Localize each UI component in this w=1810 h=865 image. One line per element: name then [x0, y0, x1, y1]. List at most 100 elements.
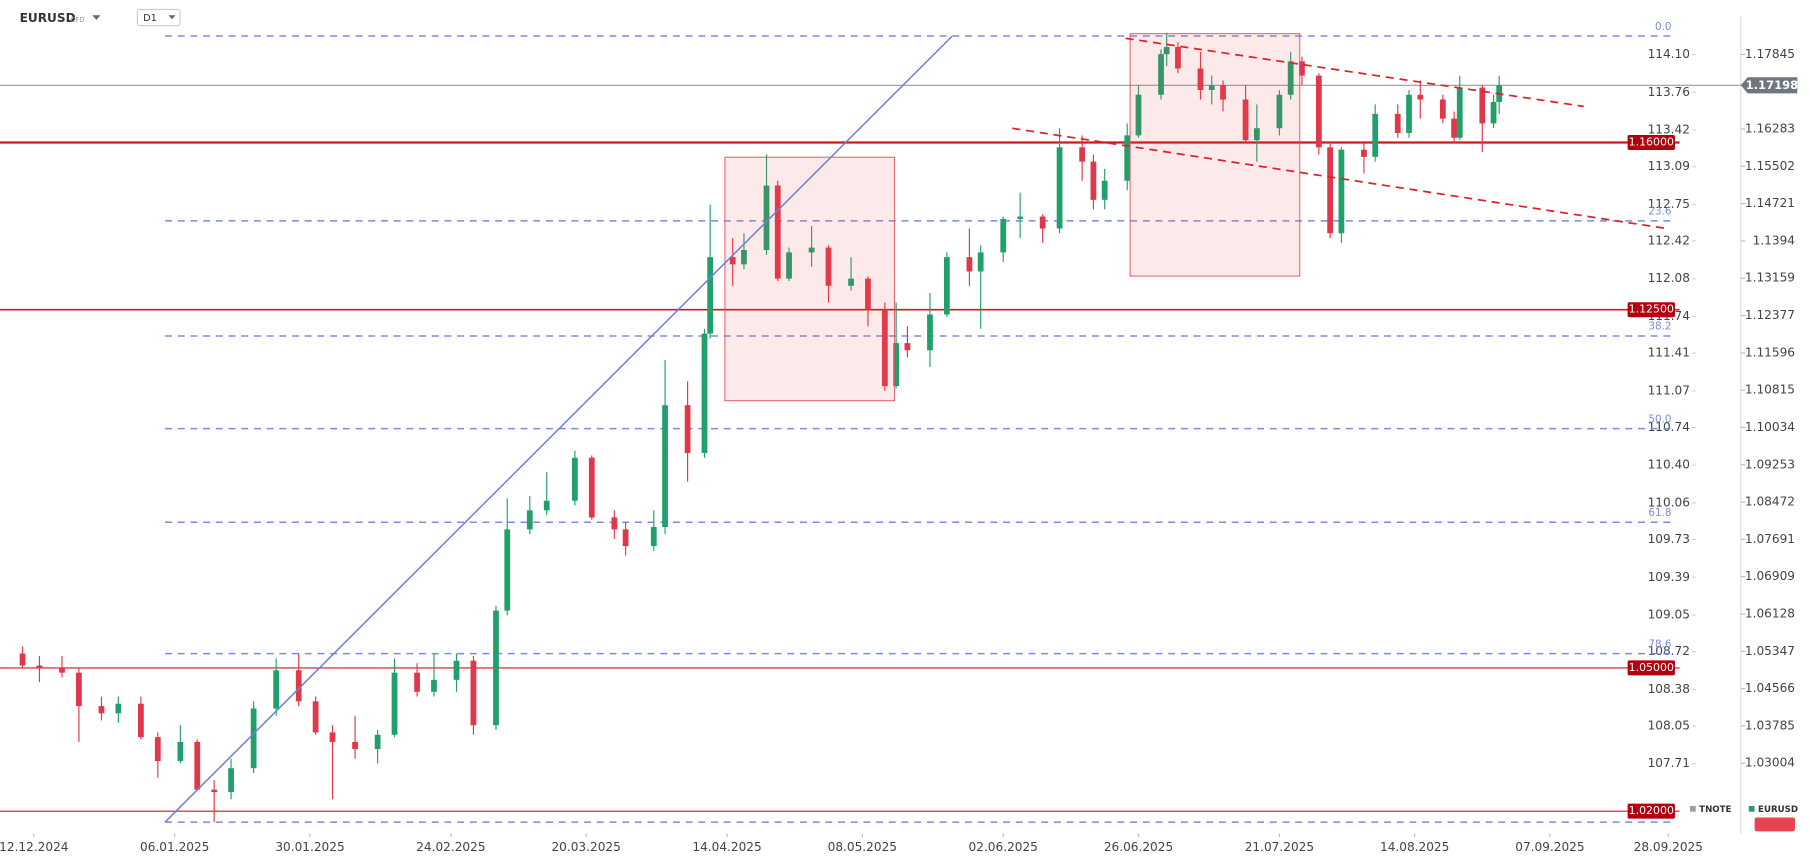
fib-label: 78.6: [1648, 638, 1671, 650]
instrument-type: CFD: [70, 16, 84, 24]
x-tick-label: 07.09.2025: [1515, 840, 1584, 854]
y-tick-label: 1.10815: [1745, 383, 1795, 397]
x-tick-label: 28.09.2025: [1634, 840, 1703, 854]
candle-body: [825, 247, 832, 286]
candle-body: [250, 708, 257, 769]
candle-body: [1299, 61, 1305, 76]
candle-body: [1439, 99, 1446, 119]
candle-body: [1372, 113, 1379, 157]
fib-label: 38.2: [1648, 321, 1671, 333]
level-tag: [1627, 660, 1675, 676]
candle-body: [1039, 216, 1046, 229]
timeframe: D1: [143, 13, 157, 24]
level-tag: [1627, 803, 1675, 819]
candle-body: [194, 741, 201, 790]
fib-label: 0.0: [1655, 21, 1672, 33]
y-tick-label: 1.04566: [1745, 681, 1795, 695]
x-tick-label: 14.08.2025: [1380, 840, 1449, 854]
symbol-dropdown[interactable]: [92, 15, 101, 20]
candle-body: [943, 257, 950, 315]
y2-tick-label: 111.07: [1648, 383, 1690, 397]
level-label: 1.16000: [1629, 136, 1674, 149]
y2-tick-label: 107.71: [1648, 756, 1690, 770]
candle-body: [1242, 99, 1249, 141]
candle-body: [1315, 75, 1322, 148]
candle-body: [431, 679, 437, 692]
y-tick-label: 1.17845: [1745, 47, 1795, 61]
candle-body: [19, 653, 26, 666]
legend-toggle[interactable]: [1754, 817, 1795, 832]
y-tick-label: 1.12377: [1745, 308, 1795, 322]
candle-body: [1406, 94, 1412, 133]
candle-body: [470, 660, 477, 726]
candle-body: [1338, 149, 1345, 234]
candle-body: [966, 257, 973, 272]
candle-body: [59, 667, 65, 673]
timeframe-dropdown: [168, 15, 176, 20]
candle-body: [1208, 85, 1215, 90]
y-tick-label: 1.13159: [1745, 271, 1795, 285]
x-tick-label: 14.04.2025: [692, 840, 761, 854]
x-tick-label: 30.01.2025: [275, 840, 344, 854]
candle-body: [701, 333, 708, 453]
y2-tick-label: 113.42: [1648, 123, 1690, 137]
symbol[interactable]: EURUSD: [20, 11, 76, 25]
candle-body: [504, 529, 511, 611]
candle-body: [1175, 47, 1181, 69]
candle-body: [138, 703, 144, 738]
y-tick-label: 1.06128: [1745, 607, 1795, 621]
candle-body: [1253, 128, 1260, 141]
current-price-label: 1.17198: [1746, 78, 1799, 92]
y2-tick-label: 109.39: [1648, 570, 1690, 584]
candle-body: [786, 252, 792, 279]
candle-body: [1451, 118, 1458, 138]
candle-body: [453, 660, 460, 680]
candle-body: [543, 500, 550, 511]
candle-body: [611, 517, 618, 530]
y-tick-label: 1.05347: [1745, 644, 1795, 658]
candle-body: [904, 343, 911, 351]
x-tick-label: 08.05.2025: [828, 840, 897, 854]
candle-body: [808, 247, 815, 253]
y2-tick-label: 110.74: [1648, 420, 1691, 434]
candle-body: [684, 405, 691, 453]
y-tick-label: 1.07691: [1745, 532, 1795, 546]
candle-body: [1490, 101, 1497, 124]
candle-body: [493, 610, 499, 726]
y2-tick-label: 111.41: [1648, 346, 1690, 360]
candle-body: [1287, 61, 1294, 95]
y-tick-label: 1.08472: [1745, 495, 1795, 509]
zone-box: [724, 156, 896, 402]
legend-label: EURUSD: [1758, 805, 1798, 815]
y2-tick-label: 112.42: [1648, 234, 1690, 248]
candle-body: [414, 672, 420, 692]
candle-body: [115, 703, 122, 714]
candle-body: [329, 732, 336, 742]
legend-label: TNOTE: [1699, 805, 1731, 815]
candle-body: [352, 741, 358, 750]
candle-body: [977, 252, 984, 272]
candle-body: [1101, 180, 1108, 200]
zone-box: [1129, 33, 1301, 277]
x-tick-label: 24.02.2025: [416, 840, 485, 854]
candle-body: [1163, 47, 1170, 55]
candle-body: [662, 405, 668, 528]
candle-body: [374, 734, 381, 750]
candle-body: [865, 278, 871, 310]
y2-tick-label: 110.40: [1648, 458, 1690, 472]
candle-body: [391, 672, 398, 735]
y-tick-label: 1.1394: [1753, 233, 1796, 247]
current-price-tag: [1740, 77, 1798, 94]
candle-body: [526, 510, 533, 530]
plot-area: 1.17845 1.16283 1.15502 1.14721 1.1394 1.1315…: [0, 21, 1795, 854]
candle-body: [588, 457, 595, 518]
y2-tick-label: 109.05: [1648, 608, 1690, 622]
x-tick-label: 21.07.2025: [1245, 840, 1314, 854]
level-label: 1.05000: [1629, 661, 1674, 674]
candle-body: [650, 527, 657, 547]
timeframe-select[interactable]: [136, 8, 181, 27]
y-tick-label: 1.15502: [1745, 159, 1795, 173]
level-tag: [1627, 302, 1675, 318]
candle-body: [1276, 94, 1283, 129]
